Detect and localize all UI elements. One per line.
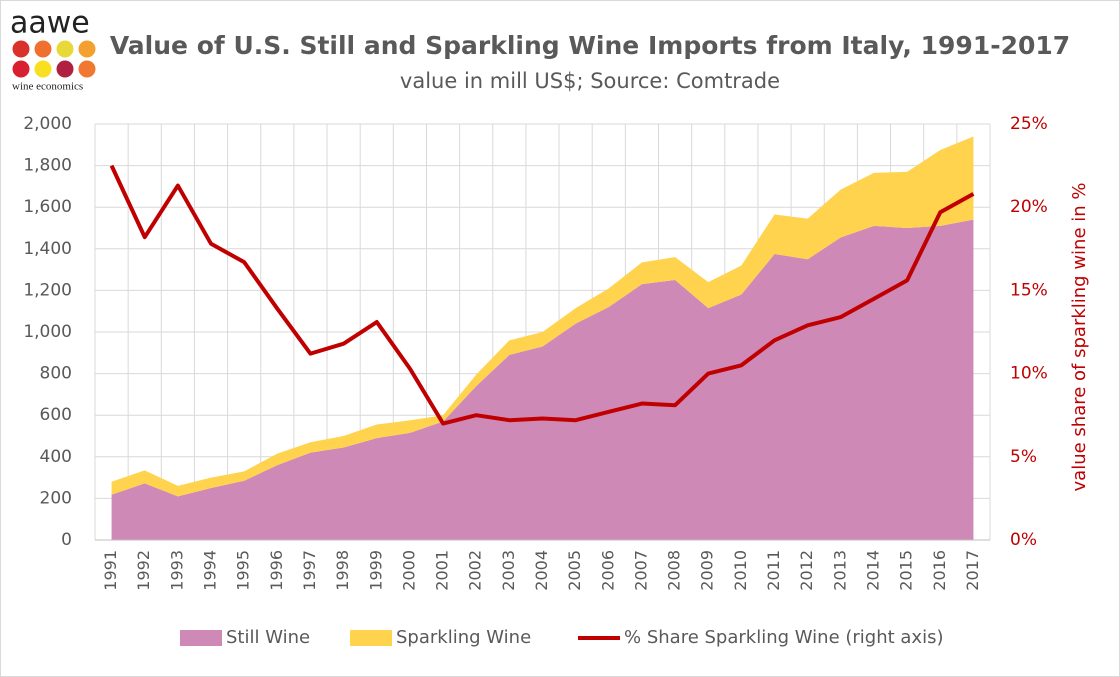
x-tick-label: 1998	[333, 550, 352, 591]
x-tick-label: 2011	[764, 550, 783, 591]
y-tick-label: 600	[40, 405, 72, 425]
x-tick-label: 1995	[234, 550, 253, 591]
x-tick-label: 2010	[731, 550, 750, 591]
y-tick-label: 800	[40, 364, 72, 384]
y-tick-label: 1,000	[23, 322, 72, 342]
x-tick-label: 2015	[897, 550, 916, 591]
y2-tick-label: 15%	[1010, 280, 1048, 300]
legend-label: Still Wine	[226, 627, 310, 648]
y-tick-label: 200	[40, 488, 72, 508]
area	[111, 219, 974, 540]
x-tick-label: 1997	[300, 550, 319, 591]
y2-tick-label: 20%	[1010, 197, 1048, 217]
chart-title: Value of U.S. Still and Sparkling Wine I…	[110, 31, 1070, 60]
x-tick-label: 2003	[499, 550, 518, 591]
line	[109, 164, 975, 426]
x-tick-label: 1992	[134, 550, 153, 591]
legend-swatch	[180, 630, 222, 646]
x-tick-label: 2007	[631, 550, 650, 591]
x-tick-label: 2004	[532, 550, 551, 591]
plot	[109, 136, 975, 540]
x-tick-label: 1991	[101, 550, 120, 591]
y2-tick-label: 25%	[1010, 114, 1048, 134]
x-tick-label: 2012	[797, 550, 816, 591]
chart-subtitle: value in mill US$; Source: Comtrade	[400, 69, 780, 93]
y-tick-label: 1,800	[23, 156, 72, 176]
y-tick-label: 2,000	[23, 114, 72, 134]
y-tick-label: 0	[61, 530, 72, 550]
x-tick-label: 2000	[399, 550, 418, 591]
x-tick-label: 2001	[433, 550, 452, 591]
logo: aawe wine economics	[10, 6, 96, 93]
x-tick-label: 2017	[963, 550, 982, 591]
logo-tagline: wine economics	[12, 81, 83, 93]
x-tick-label: 2013	[830, 550, 849, 591]
y2-tick-label: 5%	[1010, 447, 1037, 467]
area	[111, 136, 974, 497]
x-tick-label: 1994	[201, 550, 220, 591]
x-tick-label: 2009	[698, 550, 717, 591]
x-tick-label: 2002	[466, 550, 485, 591]
x-tick-label: 2005	[565, 550, 584, 591]
logo-name: aawe	[10, 6, 90, 41]
x-tick-label: 1993	[167, 550, 186, 591]
y-tick-label: 400	[40, 447, 72, 467]
y2-tick-label: 10%	[1010, 364, 1048, 384]
x-tick-label: 2006	[598, 550, 617, 591]
x-tick-label: 1996	[267, 550, 286, 591]
x-tick-label: 2016	[930, 550, 949, 591]
x-tick-label: 2014	[863, 550, 882, 591]
legend-label: Sparkling Wine	[396, 627, 531, 648]
x-tick-label: 2008	[665, 550, 684, 591]
y2-axis-title: value share of sparkling wine in %	[1069, 183, 1090, 492]
x-tick-label: 1999	[366, 550, 385, 591]
y2-tick-label: 0%	[1010, 530, 1037, 550]
legend-swatch	[350, 630, 392, 646]
y-tick-label: 1,400	[23, 239, 72, 259]
legend-label: % Share Sparkling Wine (right axis)	[624, 627, 943, 648]
y-tick-label: 1,600	[23, 197, 72, 217]
y-tick-label: 1,200	[23, 280, 72, 300]
